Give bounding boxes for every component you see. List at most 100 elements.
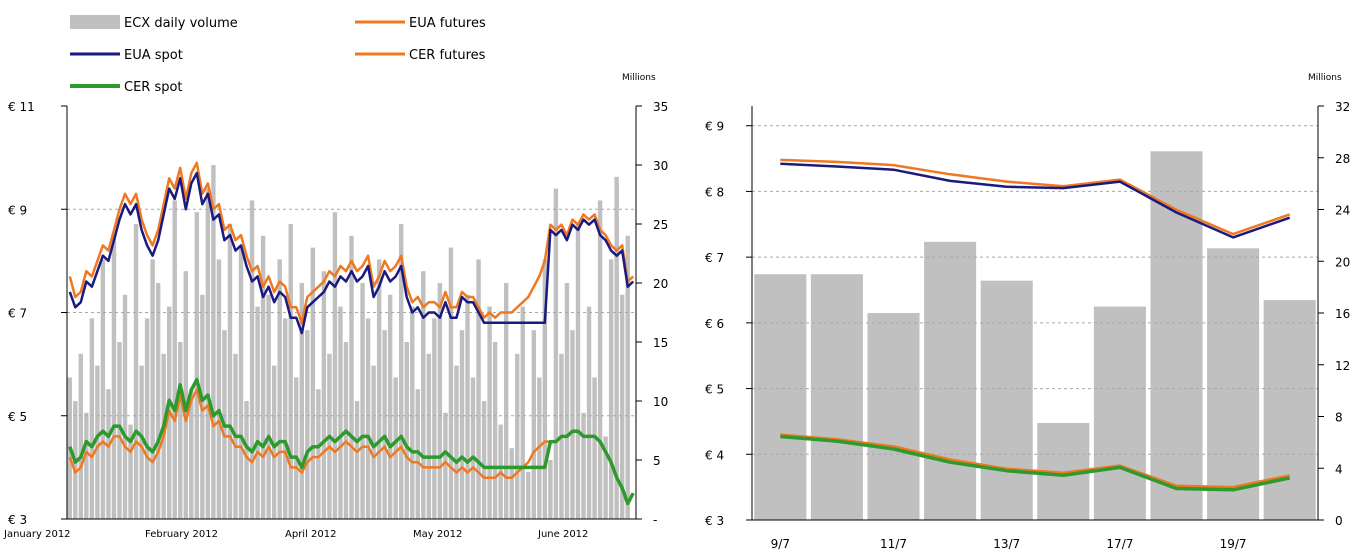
left-tick-label: € 5: [705, 383, 724, 397]
volume-bar: [78, 353, 84, 519]
volume-bar: [128, 424, 133, 519]
volume-bar: [244, 401, 249, 519]
volume-bar: [448, 247, 454, 519]
volume-bar: [426, 353, 432, 519]
volume-bar: [133, 224, 139, 519]
volume-bar: [249, 200, 255, 519]
volume-bar: [515, 353, 520, 519]
volume-bar: [619, 294, 625, 519]
volume-bar: [205, 188, 211, 519]
volume-bar: [155, 283, 161, 519]
left-tick-label: € 9: [8, 203, 27, 217]
volume-bar: [150, 259, 155, 519]
volume-bar: [421, 271, 426, 519]
right-tick-label: 4: [1335, 462, 1343, 476]
volume-bar: [564, 283, 570, 519]
right-tick-label: 30: [653, 159, 668, 173]
volume-bar: [84, 412, 89, 519]
right-tick-label: 16: [1335, 307, 1350, 321]
volume-bar: [382, 330, 387, 519]
volume-bar: [586, 306, 592, 519]
volume-bar: [387, 294, 393, 519]
left-tick-label: € 4: [705, 448, 724, 462]
volume-bar: [459, 330, 465, 519]
volume-bar: [867, 313, 920, 520]
right-tick-label: 5: [653, 454, 661, 468]
right-tick-label: 25: [653, 218, 668, 232]
x-tick-label: 11/7: [880, 537, 907, 551]
volume-bar: [294, 377, 299, 519]
volume-bar: [1093, 306, 1146, 520]
series-line-eua-spot: [780, 162, 1291, 239]
volume-bar: [526, 471, 531, 519]
volume-bar: [111, 235, 117, 520]
volume-bar: [316, 389, 321, 519]
x-tick-label: April 2012: [285, 529, 336, 540]
chart-monthly: € 3 € 5 € 7 € 9 € 11 - 5 10 15 20 25 30 35 Millions Ja…: [3, 73, 668, 540]
volume-bar: [592, 377, 597, 519]
volume-bar: [399, 224, 404, 519]
volume-bar: [194, 212, 200, 519]
x-tick-label: 17/7: [1106, 537, 1133, 551]
volume-bar: [980, 280, 1033, 520]
volume-bar: [553, 188, 559, 519]
volume-bar: [608, 259, 614, 519]
left-tick-label: € 11: [8, 100, 35, 114]
x-tick-label: January 2012: [3, 529, 71, 540]
volume-bar: [299, 283, 304, 519]
series-line-cer-spot: [780, 434, 1291, 492]
volume-bar: [310, 247, 316, 519]
volume-bar: [1207, 248, 1260, 520]
volume-bar: [531, 330, 537, 519]
volume-bar: [581, 412, 586, 519]
legend: ECX daily volume EUA futures EUA spot CER f…: [70, 15, 486, 95]
right-tick-label: -: [653, 513, 657, 527]
volume-bar: [410, 306, 415, 519]
volume-bar: [282, 318, 288, 519]
volume-bar: [117, 342, 122, 519]
volume-bar: [492, 342, 498, 519]
series-line-cer-spot: [68, 377, 635, 506]
volume-bar: [332, 212, 338, 519]
x-tick-label: 19/7: [1220, 537, 1247, 551]
volume-bar: [266, 294, 271, 519]
volume-bar: [1150, 151, 1203, 520]
volume-bar: [144, 318, 150, 519]
volume-bar: [570, 330, 575, 519]
series-line-eua-spot: [68, 171, 635, 335]
right-tick-label: 35: [653, 100, 668, 114]
volume-bar: [376, 259, 382, 519]
legend-label-2: EUA spot: [124, 48, 183, 63]
volume-bar: [227, 224, 233, 519]
volume-bar: [476, 259, 481, 519]
volume-bar: [614, 176, 619, 520]
right-tick-label: 12: [1335, 359, 1350, 373]
volume-bar: [810, 274, 863, 520]
volume-bar: [216, 259, 222, 519]
volume-bar: [575, 224, 581, 519]
right-tick-label: 8: [1335, 411, 1343, 425]
volume-bar: [89, 318, 95, 519]
volume-bar: [481, 401, 487, 519]
volume-bar: [393, 377, 398, 519]
x-tick-label: 13/7: [993, 537, 1020, 551]
left-tick-label: € 7: [705, 251, 724, 265]
x-tick-label: June 2012: [537, 529, 588, 540]
legend-swatch-0: [70, 15, 120, 29]
volume-bar: [338, 306, 343, 519]
legend-label-4: CER spot: [124, 80, 183, 95]
volume-bar: [470, 377, 476, 519]
right-tick-label: 20: [1335, 255, 1350, 269]
volume-bar: [349, 235, 354, 520]
volume-bar: [211, 165, 216, 519]
volume-bar: [100, 259, 106, 519]
volume-bar: [288, 224, 293, 519]
right-tick-label: 24: [1335, 204, 1350, 218]
volume-bar: [443, 412, 448, 519]
right-tick-label: 28: [1335, 152, 1350, 166]
volume-bar: [404, 342, 409, 519]
volume-bar: [255, 306, 260, 519]
volume-bar: [509, 448, 514, 519]
volume-bar: [183, 271, 188, 519]
